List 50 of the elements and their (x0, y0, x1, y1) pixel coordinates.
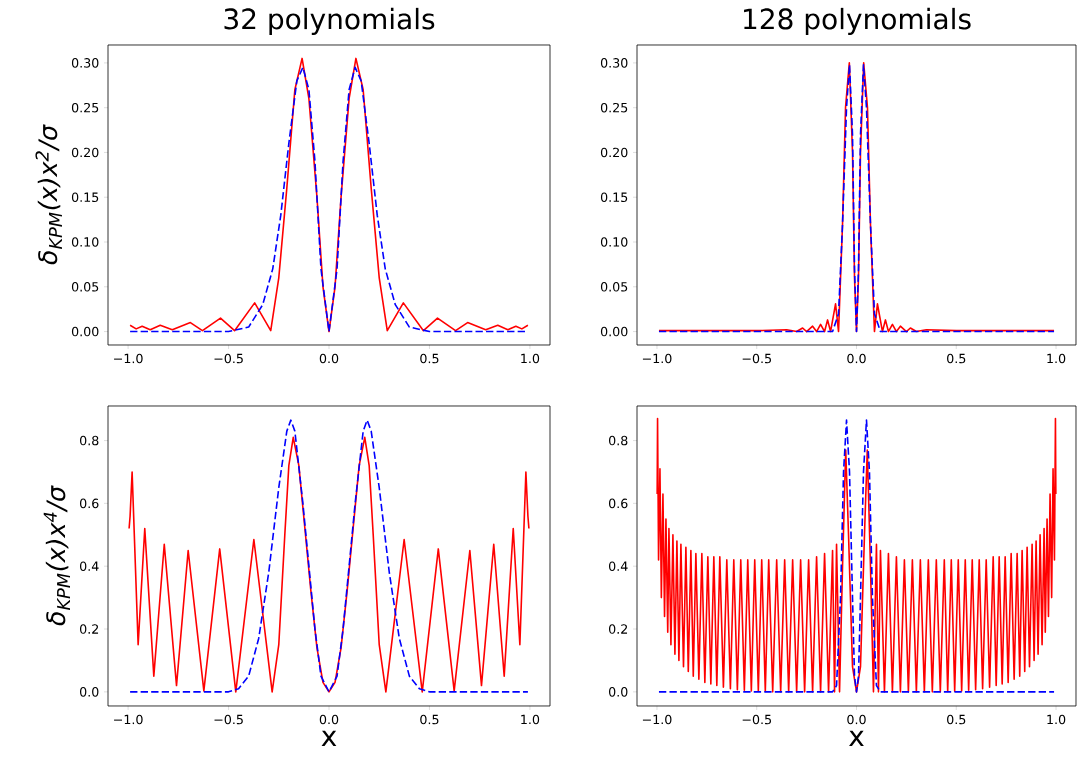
x-tick-label: −1.0 (114, 714, 143, 725)
y-tick-label: 0.15 (600, 192, 628, 203)
y-tick-label: 0.8 (608, 435, 628, 446)
y-tick-label: 0.25 (71, 102, 99, 113)
x-tick-label: 0.0 (319, 714, 339, 725)
y-tick-label: 0.4 (608, 561, 628, 571)
x-tick-label: 0.5 (947, 353, 966, 364)
x-axis-title: x (321, 730, 337, 747)
y-tick-label: 0.10 (71, 237, 99, 247)
y-tick-label: 0.6 (79, 498, 99, 509)
y-tick-label: 0.2 (79, 624, 99, 634)
y-tick-label: 0.00 (600, 326, 628, 337)
x-tick-label: 0.5 (420, 353, 439, 364)
chart-title: 128 polynomials (744, 7, 971, 35)
x-tick-label: −1.0 (642, 714, 672, 725)
y-axis-title: δ$_{KPM}$(x)x$^{2}$/σ (35, 124, 62, 265)
x-tick-label: −0.5 (742, 353, 772, 364)
x-tick-label: −1.0 (642, 353, 672, 364)
y-tick-label: 0.05 (71, 281, 99, 292)
y-tick-label: 0.20 (71, 147, 99, 158)
y-axis-title: δ$_{KPM}$(x)x$^{4}$/σ (43, 485, 70, 626)
chart-title: 32 polynomials (224, 7, 435, 35)
x-axis-title: x (849, 730, 864, 747)
y-tick-label: 0.2 (608, 624, 628, 634)
y-tick-label: 0.6 (608, 498, 628, 509)
y-tick-label: 0.0 (79, 687, 99, 697)
y-tick-label: 0.15 (71, 192, 99, 203)
x-tick-label: 1.0 (521, 353, 540, 364)
y-tick-label: 0.25 (600, 102, 628, 113)
y-tick-label: 0.30 (600, 58, 628, 68)
x-tick-label: 0.5 (420, 714, 439, 725)
x-tick-label: 0.5 (947, 714, 966, 725)
x-tick-label: 1.0 (1047, 353, 1066, 364)
x-tick-label: 1.0 (1047, 714, 1066, 725)
x-tick-label: −0.5 (742, 714, 772, 725)
x-tick-label: 1.0 (521, 714, 540, 725)
y-tick-label: 0.10 (600, 237, 628, 247)
y-tick-label: 0.8 (79, 435, 99, 446)
x-tick-label: 0.0 (847, 714, 866, 725)
y-tick-label: 0.20 (600, 147, 628, 158)
y-tick-label: 0.4 (79, 561, 99, 571)
x-tick-label: 0.0 (847, 353, 866, 364)
y-tick-label: 0.0 (608, 687, 628, 697)
y-tick-label: 0.30 (71, 58, 99, 68)
x-tick-label: −1.0 (114, 353, 143, 364)
y-tick-label: 0.05 (600, 281, 628, 292)
x-tick-label: −0.5 (214, 714, 243, 725)
y-tick-label: 0.00 (71, 326, 99, 337)
x-tick-label: 0.0 (319, 353, 339, 364)
x-tick-label: −0.5 (214, 353, 243, 364)
